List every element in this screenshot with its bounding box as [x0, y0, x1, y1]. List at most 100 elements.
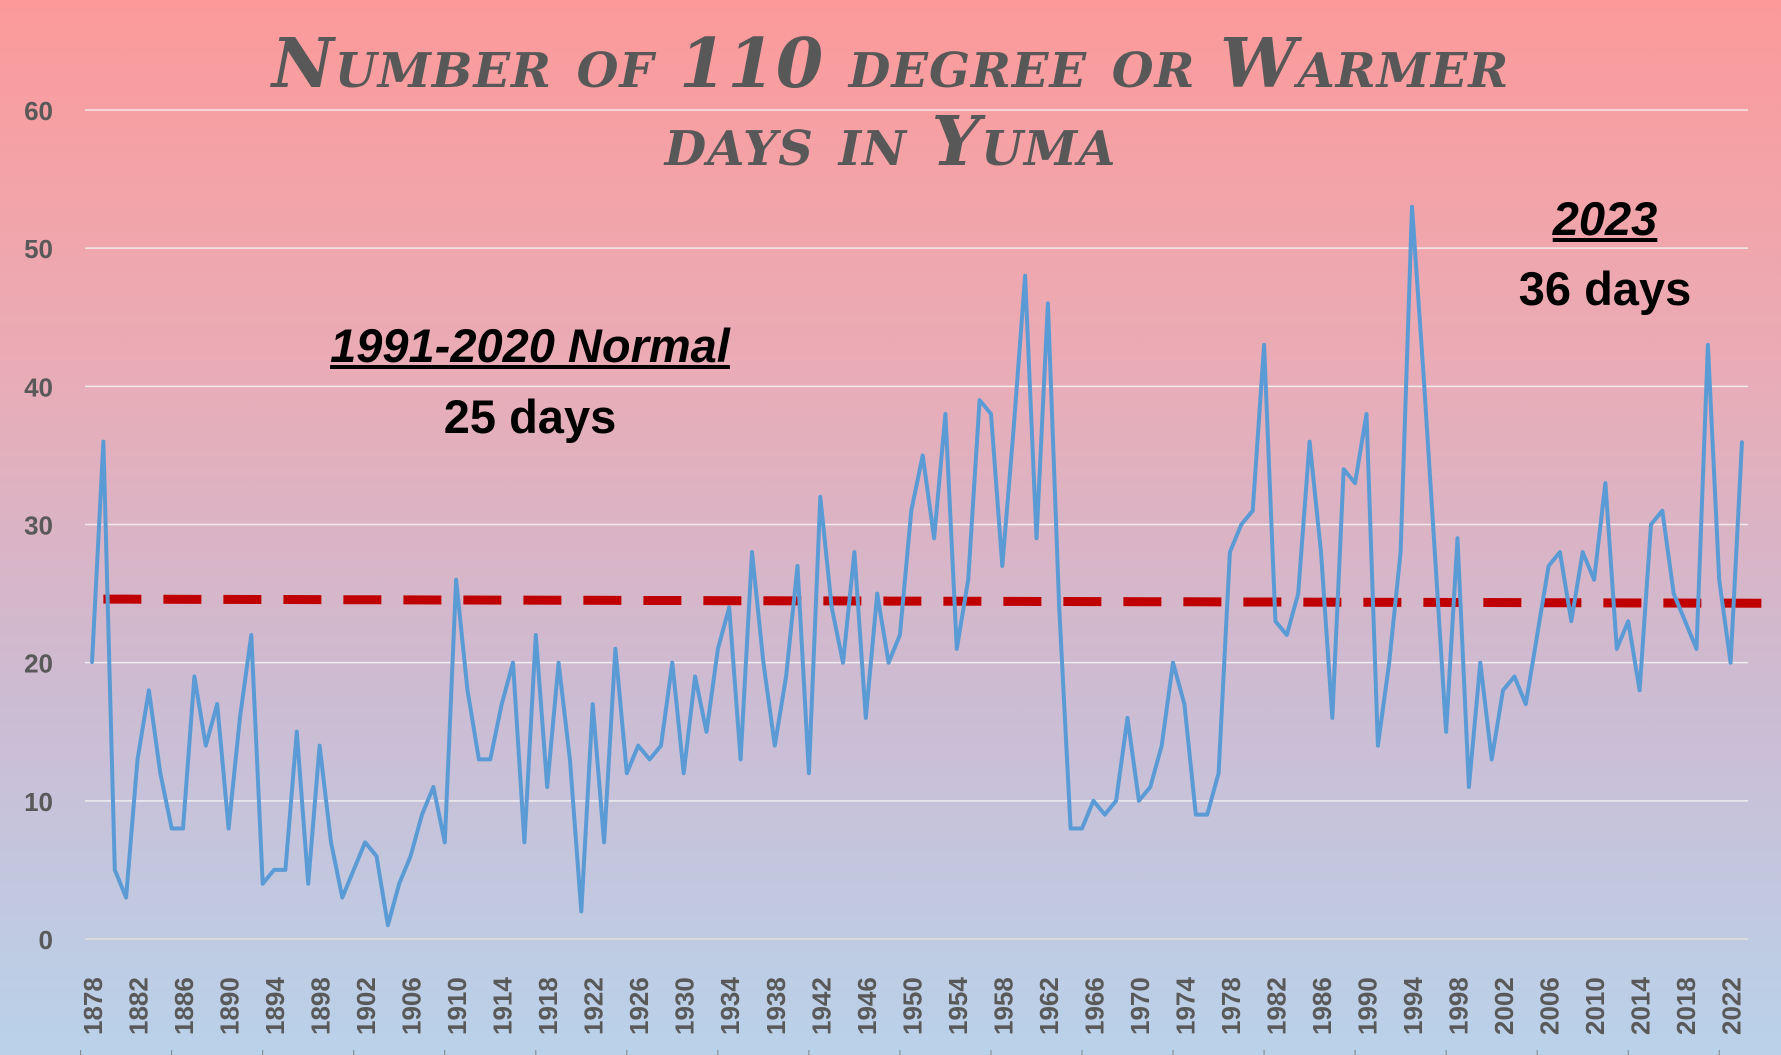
y-tick-label: 60	[24, 96, 53, 126]
data-point	[340, 896, 344, 900]
data-point	[659, 744, 663, 748]
data-point	[1433, 550, 1437, 554]
data-point	[613, 647, 617, 651]
data-point	[1091, 799, 1095, 803]
data-point	[113, 868, 117, 872]
x-tick-label: 1974	[1170, 977, 1200, 1035]
data-point	[1706, 343, 1710, 347]
x-tick-label: 1886	[169, 977, 199, 1035]
data-point	[534, 633, 538, 637]
data-point	[283, 868, 287, 872]
data-point	[1364, 412, 1368, 416]
data-point	[1399, 550, 1403, 554]
data-point	[1501, 688, 1505, 692]
data-point	[1205, 813, 1209, 817]
data-point	[1308, 440, 1312, 444]
x-tick-label: 1902	[351, 977, 381, 1035]
latest-annotation-value: 36 days	[1518, 262, 1692, 315]
data-point	[1558, 550, 1562, 554]
data-point	[1615, 647, 1619, 651]
data-point	[272, 868, 276, 872]
data-point	[943, 412, 947, 416]
data-point	[1717, 578, 1721, 582]
normal-annotation-value: 25 days	[443, 390, 617, 443]
data-point	[727, 605, 731, 609]
x-tick-label: 1894	[260, 977, 290, 1035]
data-point	[750, 550, 754, 554]
data-point	[1729, 661, 1733, 665]
normal-dashed-line	[103, 594, 1769, 608]
data-point	[295, 730, 299, 734]
data-point	[784, 674, 788, 678]
data-point	[1467, 785, 1471, 789]
data-point	[397, 882, 401, 886]
data-point	[875, 592, 879, 596]
data-point	[568, 757, 572, 761]
data-point	[1694, 647, 1698, 651]
x-tick-label: 1962	[1034, 977, 1064, 1035]
data-point	[170, 826, 174, 830]
x-tick-label: 1930	[670, 977, 700, 1035]
data-point	[1182, 702, 1186, 706]
x-tick-label: 1982	[1261, 977, 1291, 1035]
x-tick-label: 1946	[852, 977, 882, 1035]
data-point	[989, 412, 993, 416]
x-tick-label: 2018	[1671, 977, 1701, 1035]
data-point	[1228, 550, 1232, 554]
data-point	[1330, 716, 1334, 720]
data-point	[374, 854, 378, 858]
data-series-line	[90, 204, 1744, 928]
data-point	[329, 840, 333, 844]
data-point	[306, 882, 310, 886]
data-point	[557, 661, 561, 665]
data-point	[693, 674, 697, 678]
data-point	[1012, 426, 1016, 430]
x-tick-label: 1882	[124, 977, 154, 1035]
data-point	[807, 771, 811, 775]
data-point	[636, 744, 640, 748]
x-tick-label: 1918	[533, 977, 563, 1035]
data-point	[898, 633, 902, 637]
data-point	[1023, 274, 1027, 278]
data-point	[1148, 785, 1152, 789]
data-point	[1114, 799, 1118, 803]
x-tick-label: 1906	[397, 977, 427, 1035]
data-point	[1376, 744, 1380, 748]
x-tick-label: 1914	[488, 977, 518, 1035]
x-tick-label: 1890	[215, 977, 245, 1035]
x-tick-label: 1878	[78, 977, 108, 1035]
data-point	[761, 661, 765, 665]
data-point	[1581, 550, 1585, 554]
data-point	[545, 785, 549, 789]
x-tick-label: 2010	[1580, 977, 1610, 1035]
y-tick-label: 10	[24, 787, 53, 817]
data-point	[477, 757, 481, 761]
y-tick-label: 30	[24, 511, 53, 541]
data-point	[1421, 371, 1425, 375]
data-point	[136, 757, 140, 761]
data-point	[488, 757, 492, 761]
data-point	[1342, 467, 1346, 471]
data-point	[921, 453, 925, 457]
data-point	[1592, 578, 1596, 582]
x-tick-label: 1954	[943, 977, 973, 1035]
data-point	[1660, 509, 1664, 513]
x-tick-label: 2002	[1489, 977, 1519, 1035]
data-point	[852, 550, 856, 554]
data-point	[1638, 688, 1642, 692]
data-point	[1569, 619, 1573, 623]
data-point	[796, 564, 800, 568]
data-point	[192, 674, 196, 678]
data-point	[602, 840, 606, 844]
x-tick-label: 1938	[761, 977, 791, 1035]
data-point	[318, 744, 322, 748]
data-point	[648, 757, 652, 761]
data-point	[1387, 661, 1391, 665]
data-point	[579, 909, 583, 913]
data-point	[511, 661, 515, 665]
data-point	[864, 716, 868, 720]
x-tick-label: 1970	[1125, 977, 1155, 1035]
data-point	[158, 771, 162, 775]
y-tick-label: 50	[24, 234, 53, 264]
